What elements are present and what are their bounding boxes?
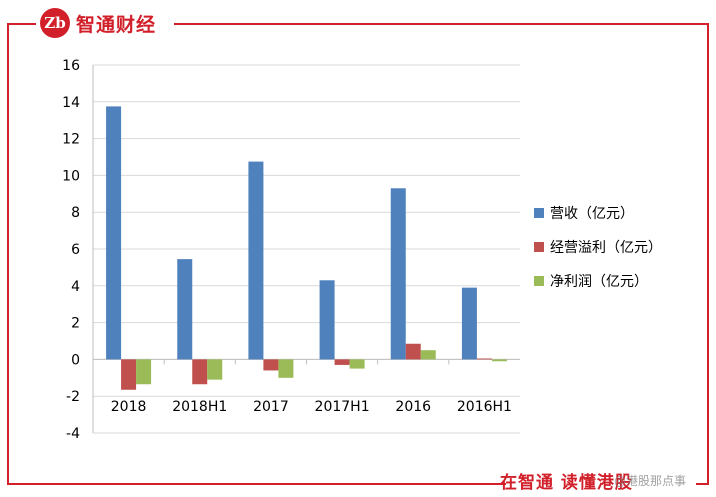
- bar-2018H1-2: [207, 359, 223, 380]
- legend-label: 经营溢利（亿元）: [550, 240, 662, 256]
- x-tick-label: 2017H1: [315, 399, 370, 415]
- y-tick-label: 12: [62, 132, 80, 148]
- watermark: @港股那点事: [614, 474, 687, 488]
- y-axis-ticks: -4 -2 0 2 4 6 8 10 12 14 16: [62, 58, 80, 442]
- x-tick-label: 2018: [111, 399, 147, 415]
- bar-2016-2: [420, 350, 436, 360]
- y-tick-label: 10: [62, 168, 80, 184]
- x-tick-label: 2018H1: [172, 399, 227, 415]
- y-tick-label: -4: [66, 426, 80, 442]
- bar-2018H1-0: [177, 259, 193, 360]
- bar-2016-0: [390, 188, 406, 360]
- bar-2017H1-2: [349, 359, 365, 369]
- y-tick-label: 4: [71, 279, 80, 295]
- bar-2017H1-0: [319, 280, 335, 360]
- chart-bars: [106, 106, 507, 390]
- y-tick-label: 6: [71, 242, 80, 258]
- bar-2018-2: [136, 359, 152, 385]
- y-tick-label: 14: [62, 95, 80, 111]
- bar-2017-2: [278, 359, 294, 378]
- y-tick-label: 8: [71, 205, 80, 221]
- footer-slogan: 在智通 读懂港股: [500, 473, 633, 493]
- x-tick-label: 2016H1: [457, 399, 512, 415]
- bar-2016H1-1: [476, 358, 492, 360]
- legend-swatch: [534, 276, 544, 286]
- brand-name: 智通财经: [76, 13, 157, 36]
- legend-label: 净利润（亿元）: [550, 274, 648, 290]
- x-axis-ticks: 2018 2018H1 2017 2017H1 2016 2016H1: [111, 359, 512, 415]
- x-tick-label: 2017: [253, 399, 289, 415]
- chart-gridlines: [92, 64, 520, 434]
- legend-label: 营收（亿元）: [550, 206, 634, 222]
- bar-2017-0: [248, 161, 264, 360]
- y-tick-label: -2: [66, 389, 80, 405]
- legend-swatch: [534, 242, 544, 252]
- bar-2017H1-1: [334, 359, 350, 365]
- chart-legend: 营收（亿元） 经营溢利（亿元） 净利润（亿元）: [534, 206, 662, 290]
- bar-2016H1-0: [461, 287, 477, 360]
- bar-2017-1: [263, 359, 279, 371]
- bar-2016-1: [405, 343, 421, 360]
- brand-logo-icon: Zb: [40, 8, 70, 38]
- bar-2018H1-1: [192, 359, 208, 385]
- y-tick-label: 2: [71, 316, 80, 332]
- bar-2018-1: [121, 359, 137, 390]
- y-tick-label: 0: [71, 352, 80, 368]
- bar-2016H1-2: [491, 359, 507, 362]
- legend-swatch: [534, 208, 544, 218]
- y-tick-label: 16: [62, 58, 80, 74]
- brand-header: Zb 智通财经: [40, 8, 156, 38]
- x-tick-label: 2016: [395, 399, 431, 415]
- bar-2018-0: [106, 106, 122, 360]
